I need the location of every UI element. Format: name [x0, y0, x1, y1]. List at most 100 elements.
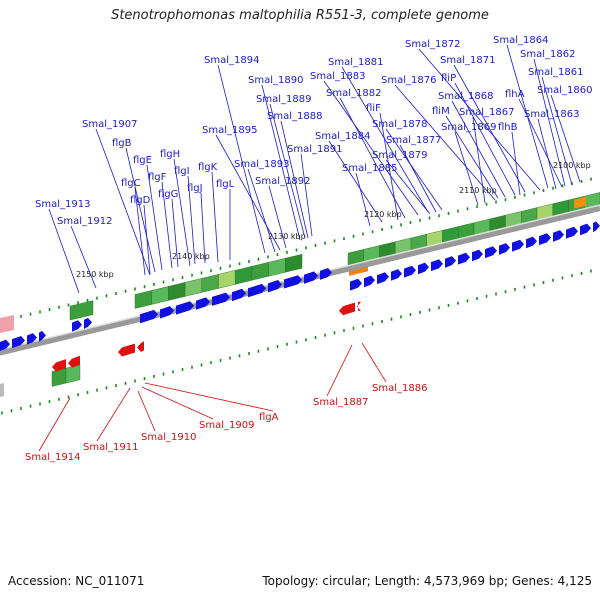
forward-label-leader	[394, 84, 496, 201]
reverse-label-leader	[137, 390, 156, 432]
forward-gene-arrow	[0, 339, 10, 351]
forward-gene-arrow	[248, 283, 266, 298]
forward-gene-arrow	[12, 335, 25, 349]
forward-label-leader	[300, 153, 313, 237]
reverse-gene-label: Smal_1910	[141, 432, 196, 443]
reverse-gene-label: Smal_1911	[83, 442, 138, 453]
forward-label-leader	[215, 134, 281, 251]
forward-gene-label: fliP	[441, 73, 456, 84]
forward-gene-label: Smal_1867	[459, 107, 514, 118]
feature-band-segment	[65, 364, 81, 384]
forward-gene-label: flgD	[130, 195, 151, 206]
reverse-gene-arrow	[357, 301, 361, 311]
forward-gene-label: Smal_1893	[234, 159, 289, 170]
forward-gene-arrow	[593, 221, 600, 233]
feature-band-segment	[201, 274, 219, 293]
forward-label-leader	[328, 140, 383, 223]
forward-gene-arrow	[404, 265, 416, 278]
forward-label-leader	[451, 100, 506, 198]
forward-gene-arrow	[553, 230, 564, 242]
feature-band-segment	[218, 270, 236, 289]
forward-label-leader	[143, 204, 151, 275]
forward-label-leader	[125, 147, 156, 273]
forward-label-leader	[537, 118, 557, 190]
reverse-gene-label: Smal_1914	[25, 452, 80, 463]
reverse-gene-label: Smal_1909	[199, 420, 254, 431]
forward-gene-arrow	[84, 317, 92, 329]
genome-summary-text: Topology: circular; Length: 4,573,969 bp…	[262, 574, 592, 588]
forward-gene-arrow	[526, 236, 537, 249]
forward-label-leader	[280, 120, 309, 239]
forward-label-leader	[511, 131, 521, 196]
forward-gene-label: Smal_1882	[326, 88, 381, 99]
forward-gene-arrow	[499, 243, 510, 255]
gray-feature-patch	[0, 383, 4, 397]
reverse-label-leader	[96, 387, 131, 442]
forward-label-leader	[187, 175, 196, 265]
forward-gene-label: Smal_1862	[520, 49, 575, 60]
forward-label-leader	[355, 172, 371, 227]
forward-gene-arrow	[350, 278, 362, 291]
forward-label-leader	[341, 66, 429, 213]
forward-gene-label: Smal_1877	[386, 135, 441, 146]
feature-band-segment	[234, 266, 253, 285]
forward-gene-label: flgH	[160, 149, 180, 160]
forward-gene-label: Smal_1878	[372, 119, 427, 130]
forward-gene-label: flgB	[112, 138, 132, 149]
orange-feature-patch	[574, 196, 586, 209]
forward-gene-arrow	[431, 259, 443, 272]
forward-gene-arrow	[391, 269, 402, 281]
forward-gene-label: flgE	[133, 155, 152, 166]
forward-label-leader	[533, 58, 566, 187]
reverse-label-leader	[361, 342, 387, 383]
feature-band-segment	[268, 257, 286, 277]
forward-label-leader	[399, 144, 437, 213]
forward-gene-arrow	[27, 333, 37, 345]
forward-label-leader	[261, 84, 301, 241]
forward-label-leader	[161, 181, 173, 269]
feature-band-segment	[51, 367, 67, 387]
forward-gene-arrow	[268, 280, 282, 293]
forward-label-leader	[95, 128, 151, 276]
forward-gene-label: flhA	[505, 89, 525, 100]
forward-label-leader	[134, 187, 146, 276]
forward-gene-label: Smal_1888	[267, 111, 322, 122]
forward-label-leader	[453, 64, 526, 193]
reverse-gene-arrow	[137, 341, 144, 352]
feature-band-segment	[168, 282, 186, 301]
forward-gene-label: Smal_1890	[248, 75, 303, 86]
forward-gene-label: fliF	[366, 103, 381, 114]
forward-gene-arrow	[485, 246, 497, 259]
forward-gene-label: Smal_1913	[35, 199, 90, 210]
forward-gene-label: flhB	[498, 122, 518, 133]
forward-gene-label: Smal_1876	[381, 75, 436, 86]
forward-gene-arrow	[212, 292, 230, 306]
forward-gene-label: Smal_1872	[405, 39, 460, 50]
forward-gene-label: flgI	[174, 166, 190, 177]
forward-gene-arrow	[160, 306, 174, 319]
forward-label-leader	[385, 128, 443, 211]
forward-gene-label: flgG	[158, 189, 178, 200]
reverse-gene-arrow	[339, 302, 355, 316]
forward-gene-label: Smal_1879	[372, 150, 427, 161]
forward-label-leader	[269, 103, 306, 239]
forward-gene-label: flgK	[198, 162, 218, 173]
forward-label-leader	[445, 115, 499, 199]
forward-feature-band	[69, 300, 94, 321]
forward-gene-label: Smal_1889	[256, 94, 311, 105]
forward-gene-arrow	[304, 271, 318, 284]
kbp-tick-label: 2110 kbp	[459, 186, 497, 195]
forward-gene-label: Smal_1891	[287, 144, 342, 155]
forward-label-leader	[385, 159, 431, 215]
forward-gene-arrow	[364, 275, 375, 288]
reverse-gene-arrow	[118, 343, 135, 357]
reverse-label-leader	[144, 382, 274, 412]
reverse-gene-label: Smal_1886	[372, 383, 427, 394]
kbp-tick-label: 2140 kbp	[172, 252, 210, 261]
forward-gene-label: flgL	[216, 179, 235, 190]
forward-gene-arrow	[72, 320, 82, 332]
forward-label-leader	[518, 98, 563, 188]
forward-gene-arrow	[232, 288, 246, 302]
forward-label-leader	[217, 64, 266, 254]
forward-gene-arrow	[320, 267, 332, 280]
